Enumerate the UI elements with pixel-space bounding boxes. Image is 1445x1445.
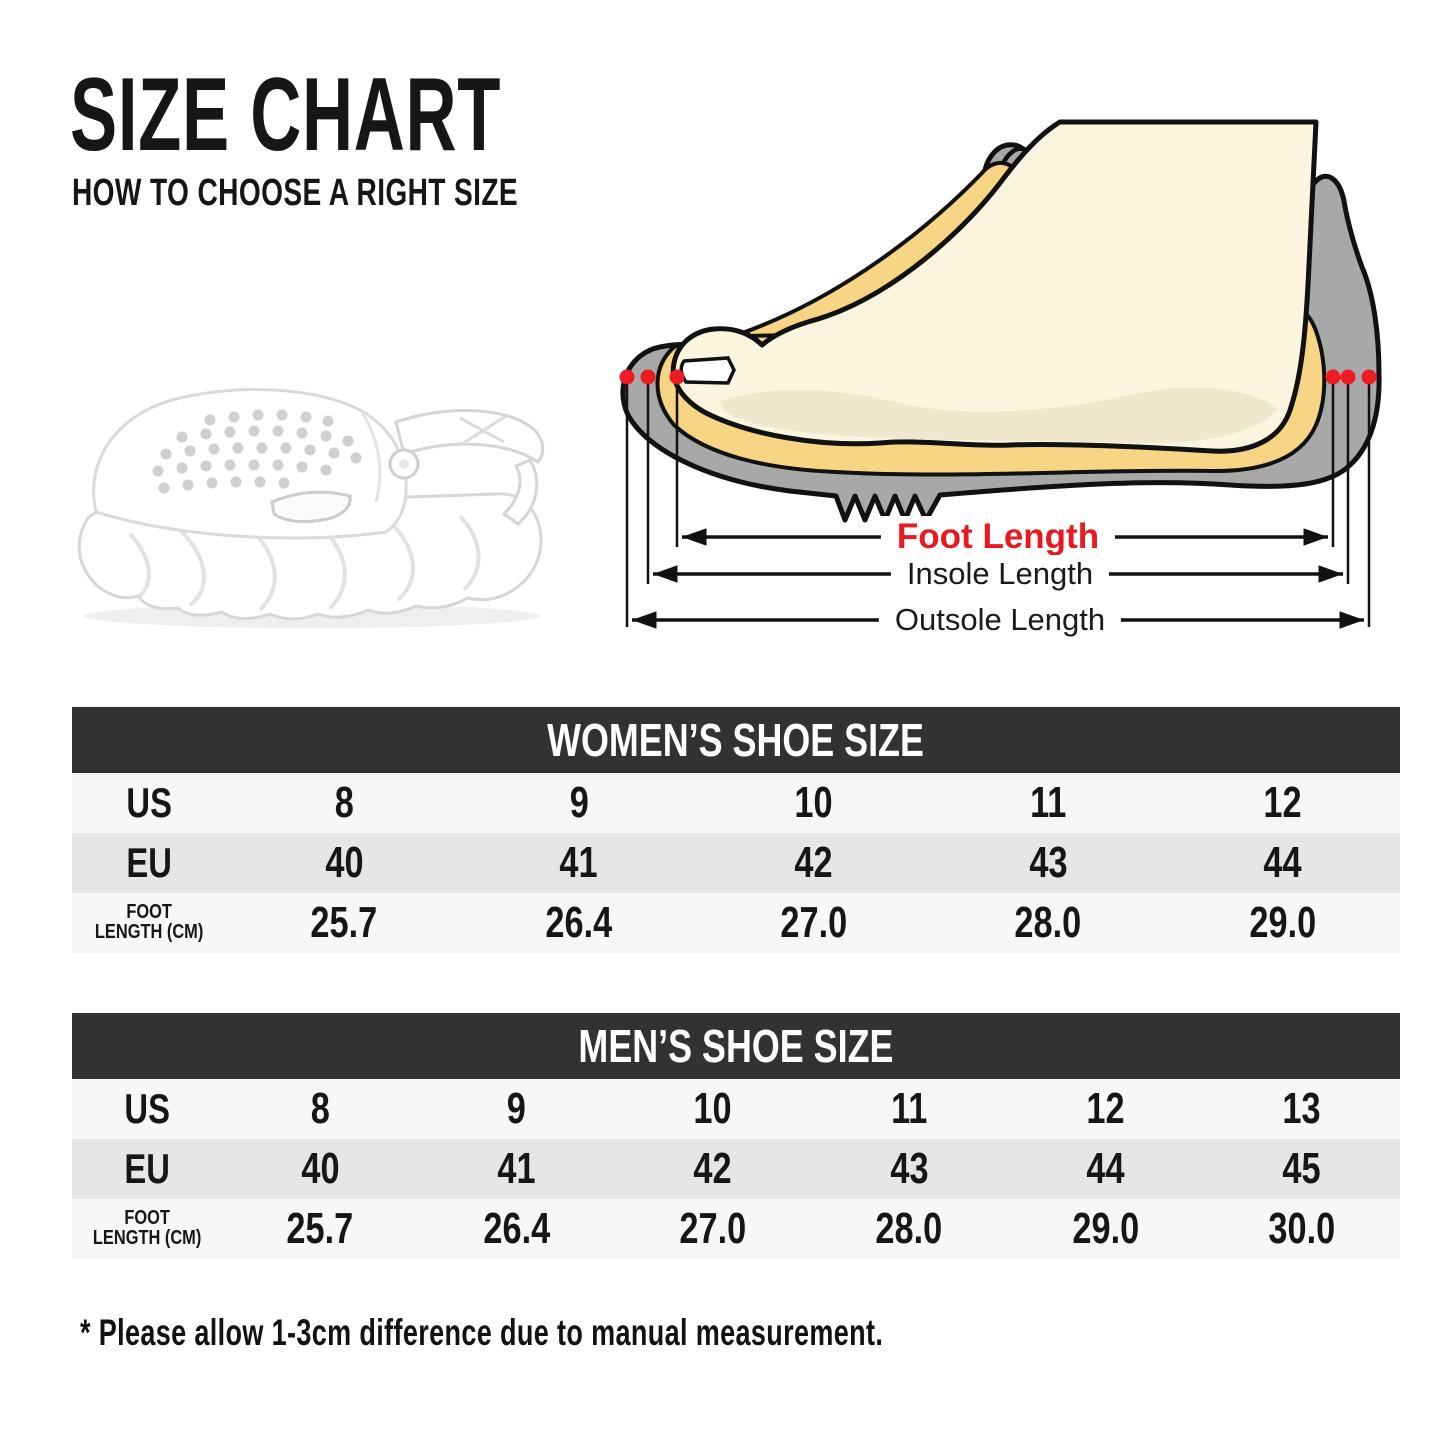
size-value: 40: [301, 1144, 340, 1193]
size-value: 43: [1028, 838, 1068, 887]
heel-strap: [394, 409, 545, 465]
table-row: US 8 9 10 11 12: [72, 773, 1400, 833]
size-value: 26.4: [483, 1204, 550, 1253]
size-value: 28.0: [875, 1204, 943, 1253]
size-value: 42: [693, 1144, 732, 1193]
page-subtitle: HOW TO CHOOSE A RIGHT SIZE: [72, 172, 519, 215]
table-row: FOOT LENGTH (CM) 25.7 26.4 27.0 28.0 29.0…: [72, 1199, 1400, 1259]
size-value: 29.0: [1249, 898, 1317, 947]
row-label-foot-length: FOOT LENGTH (CM): [95, 901, 204, 943]
page-title: SIZE CHART: [70, 57, 502, 173]
measurement-guides: [625, 381, 1371, 627]
row-label-eu: EU: [126, 839, 173, 886]
size-value: 29.0: [1072, 1204, 1139, 1253]
size-value: 10: [693, 1084, 732, 1133]
table-row: EU 40 41 42 43 44: [72, 833, 1400, 893]
women-table-title: WOMEN’S SHOE SIZE: [547, 714, 925, 766]
foot-sole-shading: [720, 387, 1278, 444]
size-value: 11: [891, 1084, 928, 1133]
men-table-title-bar: MEN’S SHOE SIZE: [72, 1013, 1400, 1079]
size-value: 42: [794, 838, 833, 887]
size-value: 26.4: [545, 898, 613, 947]
size-value: 44: [1263, 838, 1302, 887]
measure-dot: [669, 369, 685, 385]
size-value: 9: [506, 1084, 527, 1133]
table-row: US 8 9 10 11 12 13: [72, 1079, 1400, 1139]
size-value: 41: [559, 838, 598, 887]
row-label-us: US: [126, 779, 173, 826]
measure-dot: [640, 369, 656, 385]
row-label-foot-length: FOOT LENGTH (CM): [92, 1207, 202, 1249]
heel-strap-back: [501, 458, 539, 526]
foot-length-label: Foot Length: [880, 516, 1116, 558]
size-value: 40: [325, 838, 364, 887]
size-value: 44: [1086, 1144, 1125, 1193]
table-row: EU 40 41 42 43 44 45: [72, 1139, 1400, 1199]
row-label-eu: EU: [124, 1145, 170, 1192]
side-cutout: [270, 490, 352, 524]
toenail: [679, 356, 736, 385]
measure-dots: [619, 369, 1377, 385]
measurement-note: * Please allow 1-3cm difference due to m…: [80, 1312, 884, 1353]
foot-measurement-diagram: Foot Length Insole Length Outsole Length: [590, 95, 1445, 655]
strap-rivet-center: [399, 459, 409, 469]
size-value: 30.0: [1268, 1204, 1336, 1253]
measure-dot: [1361, 369, 1377, 385]
size-value: 45: [1282, 1144, 1321, 1193]
women-table-title-bar: WOMEN’S SHOE SIZE: [72, 707, 1400, 773]
size-value: 10: [794, 778, 833, 827]
women-size-table: WOMEN’S SHOE SIZE US 8 9 10 11 12 EU 40 …: [72, 707, 1400, 953]
table-row: FOOT LENGTH (CM) 25.7 26.4 27.0 28.0 29.0: [72, 893, 1400, 953]
size-value: 8: [334, 778, 354, 827]
foot-shape: [670, 119, 1319, 454]
size-value: 25.7: [310, 898, 378, 947]
size-value: 13: [1282, 1084, 1321, 1133]
measure-dot: [619, 369, 635, 385]
size-value: 8: [310, 1084, 330, 1133]
foot-diagram-art: [619, 119, 1382, 629]
title-block: SIZE CHART HOW TO CHOOSE A RIGHT SIZE: [70, 62, 670, 215]
ventilation-holes: [152, 409, 362, 494]
strap-pattern: [459, 414, 507, 446]
size-value: 41: [497, 1144, 536, 1193]
white-clog-illustration: [77, 387, 545, 628]
size-value: 43: [890, 1144, 929, 1193]
size-value: 12: [1086, 1084, 1125, 1133]
size-value: 27.0: [679, 1204, 747, 1253]
sole-wave-grooves: [128, 514, 481, 612]
measure-dot: [1325, 369, 1341, 385]
size-value: 28.0: [1014, 898, 1082, 947]
size-value: 11: [1029, 778, 1067, 827]
row-label-us: US: [124, 1085, 170, 1132]
measure-dot: [1340, 369, 1356, 385]
men-table-title: MEN’S SHOE SIZE: [578, 1020, 894, 1072]
collar-line: [360, 411, 382, 503]
outsole-length-label: Outsole Length: [878, 601, 1122, 639]
size-value: 25.7: [286, 1204, 354, 1253]
size-value: 27.0: [780, 898, 847, 947]
men-size-table: MEN’S SHOE SIZE US 8 9 10 11 12 13 EU 40…: [72, 1013, 1400, 1259]
insole-length-label: Insole Length: [890, 555, 1110, 593]
size-value: 9: [569, 778, 589, 827]
size-value: 12: [1263, 778, 1302, 827]
product-shoe-image: [60, 300, 570, 640]
